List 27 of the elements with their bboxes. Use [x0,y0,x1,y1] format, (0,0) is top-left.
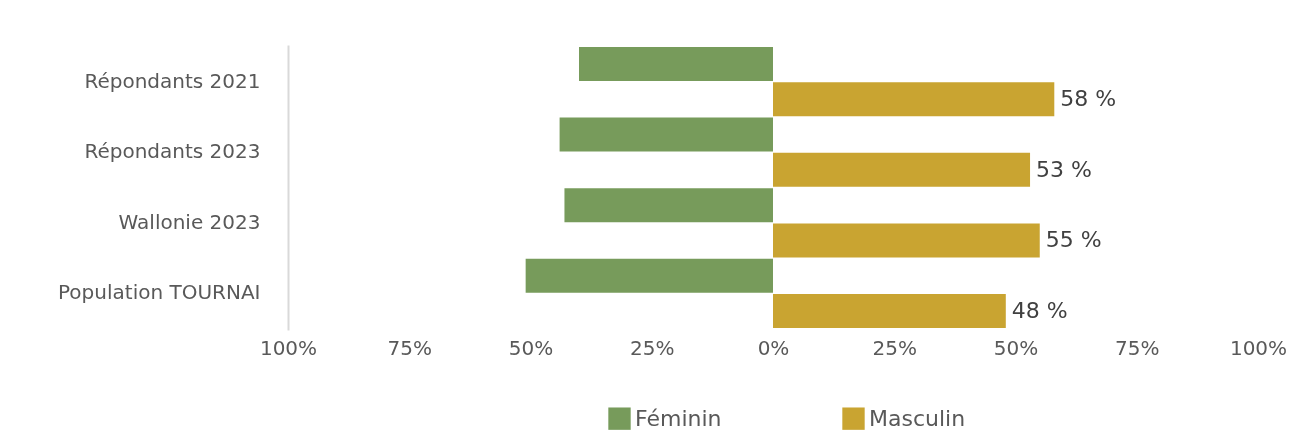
bar [525,258,773,293]
x-tick-label: 75% [387,335,432,360]
bar [773,152,1031,187]
data-label: 55 % [1045,227,1102,253]
legend-label: Masculin [869,405,966,430]
bar [773,293,1006,328]
bar [773,223,1040,258]
x-tick-label: 0% [757,335,790,360]
legend-label: Féminin [635,405,722,430]
x-tick-label: 100% [259,335,318,360]
x-tick-label: 75% [1115,335,1160,360]
x-tick-label: 50% [993,335,1039,360]
x-tick-label: 25% [872,335,917,360]
x-tick-label: 100% [1229,335,1288,360]
x-tick-label: 25% [630,335,675,360]
data-label: 48 % [1011,297,1068,323]
bar [579,47,773,82]
y-tick-label: Répondants 2023 [84,139,261,164]
y-tick-label: Wallonie 2023 [118,209,261,234]
bar [559,117,773,152]
y-tick-label: Répondants 2021 [84,68,261,93]
data-label: 58 % [1060,86,1117,112]
y-tick-label: Population TOURNAI [58,280,261,305]
bar [773,82,1055,117]
x-tick-label: 50% [508,335,554,360]
bar [564,188,773,223]
data-label: 53 % [1036,156,1092,182]
